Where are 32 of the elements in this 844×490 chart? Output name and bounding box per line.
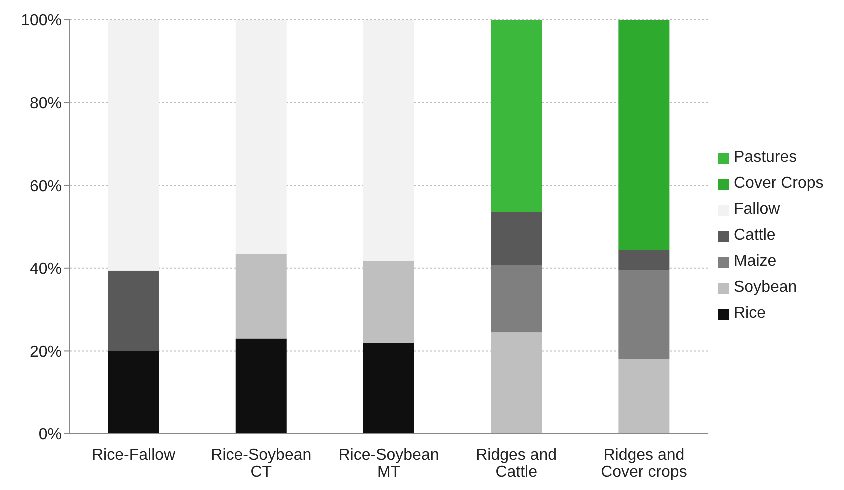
y-tick-label: 40% bbox=[30, 261, 62, 278]
bar bbox=[236, 20, 287, 254]
legend-label: Fallow bbox=[734, 200, 780, 220]
x-tick-label: Rice-Soybean MT bbox=[338, 447, 440, 481]
x-tick-label: Rice-Soybean CT bbox=[211, 447, 312, 481]
legend-label: Pastures bbox=[734, 148, 798, 168]
legend-label: Cattle bbox=[734, 226, 776, 246]
x-tick-label: Ridges and Cover crops bbox=[601, 447, 688, 481]
y-tick-label: 60% bbox=[30, 178, 62, 196]
bar bbox=[236, 338, 287, 434]
bar bbox=[618, 359, 670, 434]
bar bbox=[491, 212, 542, 266]
y-tick-label: 0% bbox=[38, 426, 62, 444]
legend-label: Soybean bbox=[734, 278, 798, 298]
bar bbox=[108, 270, 160, 352]
x-tick-label: Ridges and Cattle bbox=[476, 447, 558, 481]
x-tick-label: Rice-Fallow bbox=[92, 447, 176, 464]
y-tick-label: 100% bbox=[21, 12, 62, 30]
bar bbox=[363, 342, 414, 434]
bar bbox=[491, 20, 542, 212]
legend-label: Cover Crops bbox=[734, 174, 824, 194]
y-tick-label: 80% bbox=[30, 95, 62, 112]
bar bbox=[108, 20, 160, 271]
legend-label: Rice bbox=[734, 304, 766, 324]
legend-label: Maize bbox=[734, 252, 777, 272]
bar bbox=[618, 250, 670, 270]
bar bbox=[618, 270, 670, 360]
bar bbox=[491, 266, 542, 333]
bar bbox=[108, 351, 160, 434]
bar bbox=[363, 20, 414, 262]
bar bbox=[618, 20, 670, 250]
y-tick-label: 20% bbox=[30, 344, 62, 361]
